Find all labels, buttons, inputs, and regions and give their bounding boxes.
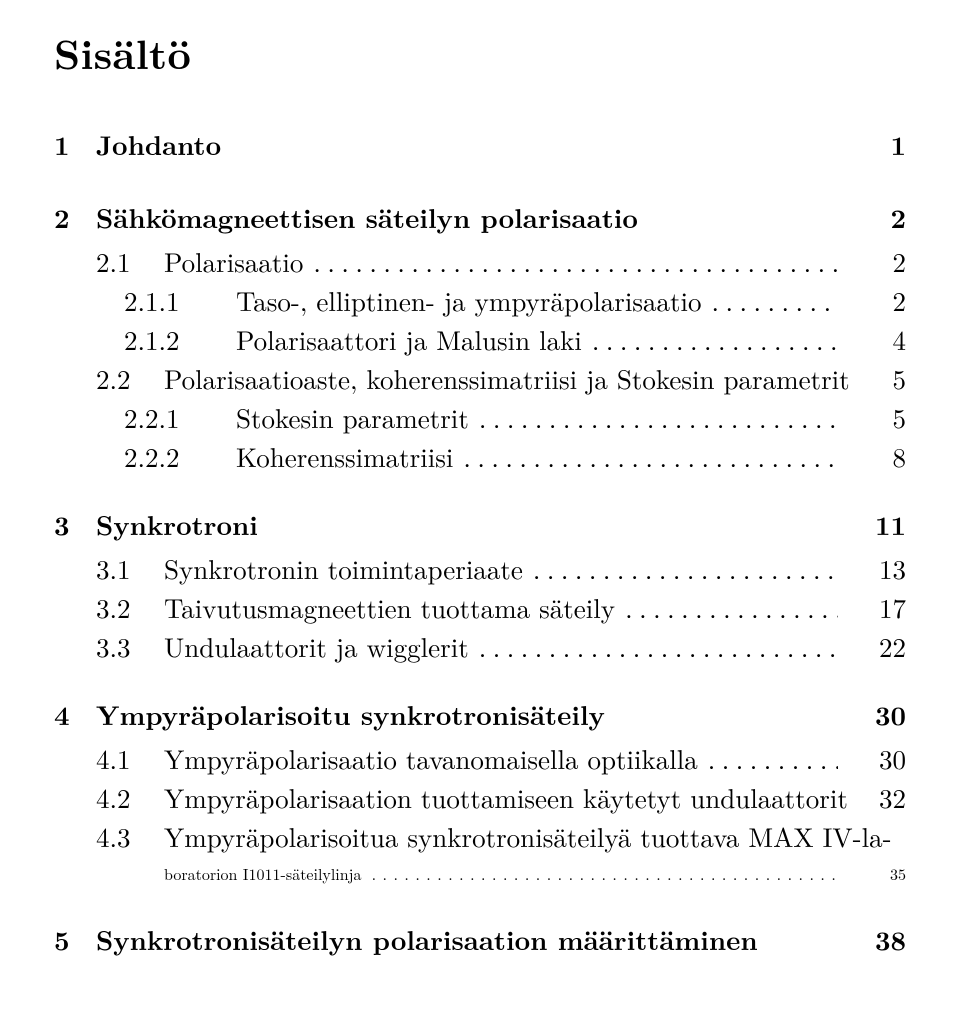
subsection-page: 32	[838, 784, 906, 811]
dot-leaders: ........................................…	[698, 745, 838, 772]
subsubsection-title: Taso-, elliptinen- ja ympyräpolarisaatio	[236, 287, 702, 314]
subsection-4-2: 4.2 Ympyräpolarisaation tuottamiseen käy…	[54, 784, 906, 811]
subsubsection-page: 5	[838, 404, 906, 431]
section-4: 4 Ympyräpolarisoitu synkrotronisäteily 3…	[54, 694, 906, 733]
subsection-title: Synkrotronin toimintaperiaate	[164, 555, 523, 582]
section-2: 2 Sähkömagneettisen säteilyn polarisaati…	[54, 197, 906, 236]
section-page: 38	[838, 919, 906, 958]
subsection-title: Ympyräpolarisaation tuottamiseen käytety…	[164, 784, 848, 811]
subsection-number: 4.1	[54, 745, 164, 772]
subsection-page: 13	[838, 555, 906, 582]
subsection-number: 4.2	[54, 784, 164, 811]
subsubsection-page: 4	[838, 326, 906, 353]
section-3: 3 Synkrotroni 11	[54, 504, 906, 543]
dot-leaders: ........................................…	[469, 633, 838, 660]
subsection-2-2: 2.2 Polarisaatioaste, koherenssimatriisi…	[54, 365, 906, 392]
subsection-title: Taivutusmagneettien tuottama säteily	[164, 594, 615, 621]
dot-leaders: ........................................…	[362, 862, 838, 885]
subsection-number: 4.3	[54, 823, 164, 850]
dot-leaders: ........................................…	[303, 248, 838, 275]
subsubsection-title: Stokesin parametrit	[236, 404, 469, 431]
subsection-page: 30	[838, 745, 906, 772]
subsubsection-page: 2	[838, 287, 906, 314]
subsection-page: 17	[838, 594, 906, 621]
subsection-3-1: 3.1 Synkrotronin toimintaperiaate ......…	[54, 555, 906, 582]
subsection-title: Ympyräpolarisaatio tavanomaisella optiik…	[164, 745, 698, 772]
section-title: Johdanto	[96, 124, 838, 163]
subsubsection-number: 2.1.2	[124, 326, 236, 353]
subsubsection-title: Polarisaattori ja Malusin laki	[236, 326, 582, 353]
section-page: 2	[838, 197, 906, 236]
subsection-title: Polarisaatio	[164, 248, 303, 275]
subsection-page: 5	[838, 365, 906, 392]
subsubsection-2-2-2: 2.2.2 Koherenssimatriisi ...............…	[54, 443, 906, 470]
subsection-title-line1: Ympyräpolarisoitua synkrotronisäteilyä t…	[164, 823, 892, 850]
section-title: Sähkömagneettisen säteilyn polarisaatio	[96, 197, 838, 236]
subsection-title: Undulaattorit ja wigglerit	[164, 633, 469, 660]
subsubsection-2-1-2: 2.1.2 Polarisaattori ja Malusin laki ...…	[54, 326, 906, 353]
subsection-2-1: 2.1 Polarisaatio .......................…	[54, 248, 906, 275]
subsubsection-title: Koherenssimatriisi	[236, 443, 453, 470]
toc-title: Sisältö	[54, 24, 906, 82]
section-number: 4	[54, 694, 96, 733]
dot-leaders: ........................................…	[469, 404, 838, 431]
subsection-title: Polarisaatioaste, koherenssimatriisi ja …	[164, 365, 850, 392]
section-number: 1	[54, 124, 96, 163]
subsection-title-line2: boratorion I1011-säteilylinja	[164, 862, 362, 885]
subsection-number: 2.2	[54, 365, 164, 392]
subsubsection-number: 2.1.1	[124, 287, 236, 314]
section-number: 5	[54, 919, 96, 958]
subsubsection-number: 2.2.1	[124, 404, 236, 431]
subsection-number: 3.2	[54, 594, 164, 621]
subsubsection-2-2-1: 2.2.1 Stokesin parametrit ..............…	[54, 404, 906, 431]
section-number: 2	[54, 197, 96, 236]
dot-leaders: ........................................…	[523, 555, 838, 582]
subsection-page: 35	[838, 862, 906, 885]
section-title: Ympyräpolarisoitu synkrotronisäteily	[96, 694, 838, 733]
dot-leaders: ........................................…	[702, 287, 838, 314]
subsection-3-2: 3.2 Taivutusmagneettien tuottama säteily…	[54, 594, 906, 621]
section-page: 11	[838, 504, 906, 543]
subsection-4-3: 4.3 Ympyräpolarisoitua synkrotronisäteil…	[54, 823, 906, 850]
dot-leaders: ........................................…	[453, 443, 838, 470]
section-title: Synkrotronisäteilyn polarisaation määrit…	[96, 919, 838, 958]
subsection-page: 22	[838, 633, 906, 660]
section-number: 3	[54, 504, 96, 543]
section-5: 5 Synkrotronisäteilyn polarisaation määr…	[54, 919, 906, 958]
subsection-number: 3.3	[54, 633, 164, 660]
section-1: 1 Johdanto 1	[54, 124, 906, 163]
subsubsection-page: 8	[838, 443, 906, 470]
section-title: Synkrotroni	[96, 504, 838, 543]
subsection-page: 2	[838, 248, 906, 275]
subsubsection-2-1-1: 2.1.1 Taso-, elliptinen- ja ympyräpolari…	[54, 287, 906, 314]
dot-leaders: ........................................…	[615, 594, 838, 621]
subsection-3-3: 3.3 Undulaattorit ja wigglerit .........…	[54, 633, 906, 660]
dot-leaders: ........................................…	[582, 326, 838, 353]
subsubsection-number: 2.2.2	[124, 443, 236, 470]
subsection-number: 3.1	[54, 555, 164, 582]
section-page: 1	[838, 124, 906, 163]
subsection-4-3-cont: boratorion I1011-säteilylinja ..........…	[54, 862, 906, 885]
subsection-number: 2.1	[54, 248, 164, 275]
section-page: 30	[838, 694, 906, 733]
subsection-4-1: 4.1 Ympyräpolarisaatio tavanomaisella op…	[54, 745, 906, 772]
